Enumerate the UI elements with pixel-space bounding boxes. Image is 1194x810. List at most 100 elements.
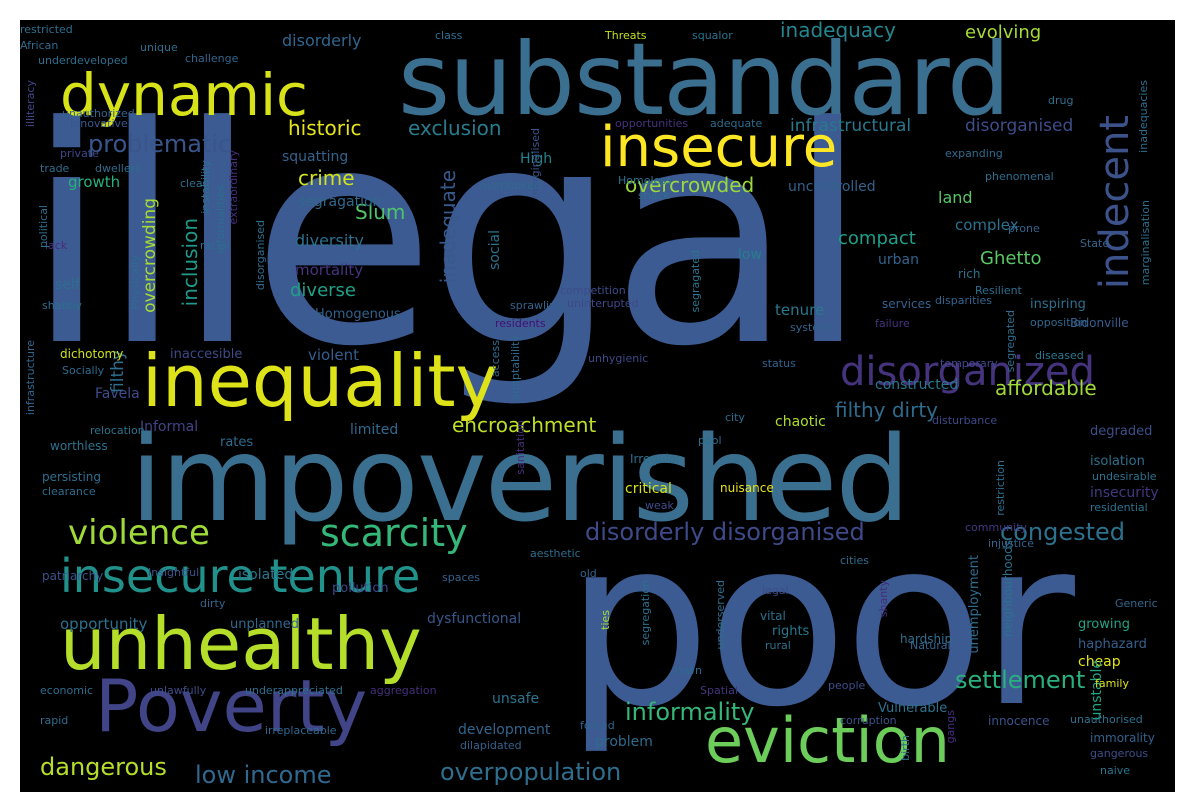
cloud-word: Vulnerable bbox=[878, 701, 948, 716]
cloud-word: shack bbox=[638, 189, 670, 202]
cloud-word: scarcity bbox=[320, 511, 468, 555]
cloud-word: overlooked bbox=[480, 179, 541, 192]
cloud-word: clearance bbox=[42, 485, 96, 498]
cloud-word: community bbox=[965, 521, 1028, 534]
cloud-word: aesthetic bbox=[530, 547, 581, 560]
cloud-word: dynamic bbox=[60, 61, 308, 129]
cloud-word: unplanned bbox=[230, 617, 300, 632]
cloud-word: Socially bbox=[62, 364, 105, 377]
cloud-word: rights bbox=[772, 624, 810, 639]
cloud-word: poor bbox=[565, 491, 1075, 758]
cloud-word: old bbox=[580, 567, 597, 580]
cloud-word: lack bbox=[45, 239, 68, 252]
cloud-word: ties bbox=[599, 610, 612, 630]
cloud-word: exclusion bbox=[408, 116, 502, 140]
cloud-word: informality bbox=[625, 698, 755, 726]
cloud-word: dwellers bbox=[95, 162, 141, 175]
cloud-word: economic bbox=[40, 684, 94, 697]
cloud-word: affordable bbox=[995, 376, 1097, 400]
cloud-word: eviction bbox=[705, 704, 950, 777]
cloud-word: drug bbox=[1048, 94, 1074, 107]
cloud-word: squatting bbox=[282, 149, 349, 165]
cloud-word: congested bbox=[1000, 518, 1126, 546]
cloud-word: extraordinary bbox=[227, 150, 240, 225]
cloud-word: underappreciated bbox=[245, 684, 343, 697]
cloud-word: Homeless bbox=[618, 174, 672, 187]
cloud-word: State bbox=[1080, 237, 1110, 250]
cloud-word: spaces bbox=[442, 571, 481, 584]
cloud-word: mortality bbox=[295, 261, 364, 279]
cloud-word: inequality bbox=[142, 339, 499, 423]
cloud-word: complex bbox=[955, 216, 1019, 234]
cloud-word: segragation bbox=[298, 194, 382, 210]
cloud-word: pool bbox=[698, 434, 722, 447]
cloud-word: overpopulation bbox=[440, 758, 622, 786]
cloud-word: growth bbox=[68, 173, 121, 191]
cloud-word: urban bbox=[878, 252, 919, 268]
cloud-word: historic bbox=[288, 116, 362, 140]
cloud-word: disorderly disorganised bbox=[585, 518, 865, 546]
cloud-word: failure bbox=[875, 317, 910, 330]
cloud-word: degraded bbox=[1090, 424, 1153, 439]
cloud-word: low income bbox=[195, 761, 332, 789]
cloud-word: disorganised bbox=[965, 116, 1074, 136]
cloud-word: unique bbox=[140, 41, 178, 54]
cloud-word: haphazard bbox=[1078, 637, 1147, 652]
cloud-word: restricted bbox=[20, 23, 73, 36]
cloud-word: constructed bbox=[875, 377, 959, 393]
cloud-word: undesirable bbox=[1092, 470, 1157, 483]
cloud-word: Poverty bbox=[95, 664, 368, 748]
cloud-word: challenge bbox=[185, 52, 239, 65]
cloud-word: inclusion bbox=[178, 218, 202, 307]
cloud-word: inaccesible bbox=[170, 347, 243, 362]
cloud-word: people bbox=[828, 679, 866, 692]
cloud-word: overcrowding bbox=[140, 198, 160, 313]
cloud-word: town bbox=[675, 664, 703, 677]
cloud-word: self bbox=[55, 277, 80, 293]
cloud-word: gangs bbox=[944, 710, 957, 744]
cloud-word: Homogenous bbox=[315, 307, 401, 322]
cloud-word: adequate bbox=[710, 117, 763, 130]
cloud-word: unsafe bbox=[492, 691, 540, 707]
cloud-word: system bbox=[790, 321, 830, 334]
cloud-word: prone bbox=[1008, 222, 1040, 235]
cloud-word: dysfunctional bbox=[427, 611, 522, 627]
cloud-word: sanitation bbox=[514, 420, 527, 475]
cloud-word: vital bbox=[760, 609, 786, 623]
cloud-word: isolation bbox=[1090, 454, 1145, 469]
cloud-word: settlement bbox=[955, 666, 1086, 694]
cloud-word: access bbox=[489, 340, 502, 378]
cloud-word: restriction bbox=[994, 460, 1007, 516]
cloud-word: infrastructure bbox=[24, 340, 37, 416]
cloud-word: dichotomy bbox=[60, 347, 124, 361]
cloud-word: disorganised bbox=[254, 220, 267, 291]
cloud-word: opportunity bbox=[60, 615, 148, 633]
cloud-word: inspiring bbox=[1030, 297, 1086, 312]
cloud-word: limited bbox=[350, 422, 399, 438]
cloud-word: evolving bbox=[965, 22, 1042, 43]
cloud-word: unlawfully bbox=[150, 684, 207, 697]
cloud-word: underserved bbox=[714, 580, 727, 650]
cloud-word: segregation bbox=[639, 580, 652, 646]
cloud-word: private bbox=[60, 147, 99, 160]
cloud-word: diversity bbox=[295, 231, 365, 250]
cloud-word: growing bbox=[1078, 617, 1130, 632]
cloud-word: development bbox=[458, 722, 551, 738]
cloud-word: rates bbox=[220, 435, 254, 450]
cloud-word: relocation bbox=[90, 424, 145, 437]
cloud-word: Slum bbox=[355, 200, 406, 224]
cloud-word: competition bbox=[560, 284, 626, 297]
cloud-word: infrastructural bbox=[790, 116, 912, 136]
cloud-word: opportunities bbox=[615, 117, 689, 130]
cloud-word: problematic bbox=[88, 130, 232, 158]
cloud-word: shabby bbox=[42, 299, 82, 312]
cloud-word: disturbance bbox=[932, 414, 998, 427]
cloud-word: racial bbox=[200, 239, 231, 252]
cloud-word: informalities bbox=[214, 185, 227, 254]
cloud-word: naive bbox=[1100, 764, 1131, 777]
cloud-word: encroachment bbox=[452, 413, 597, 437]
cloud-word: violent bbox=[308, 346, 360, 364]
cloud-word: diseased bbox=[1035, 349, 1084, 362]
cloud-word: insecurity bbox=[1090, 485, 1159, 501]
cloud-word: expanding bbox=[945, 147, 1003, 160]
